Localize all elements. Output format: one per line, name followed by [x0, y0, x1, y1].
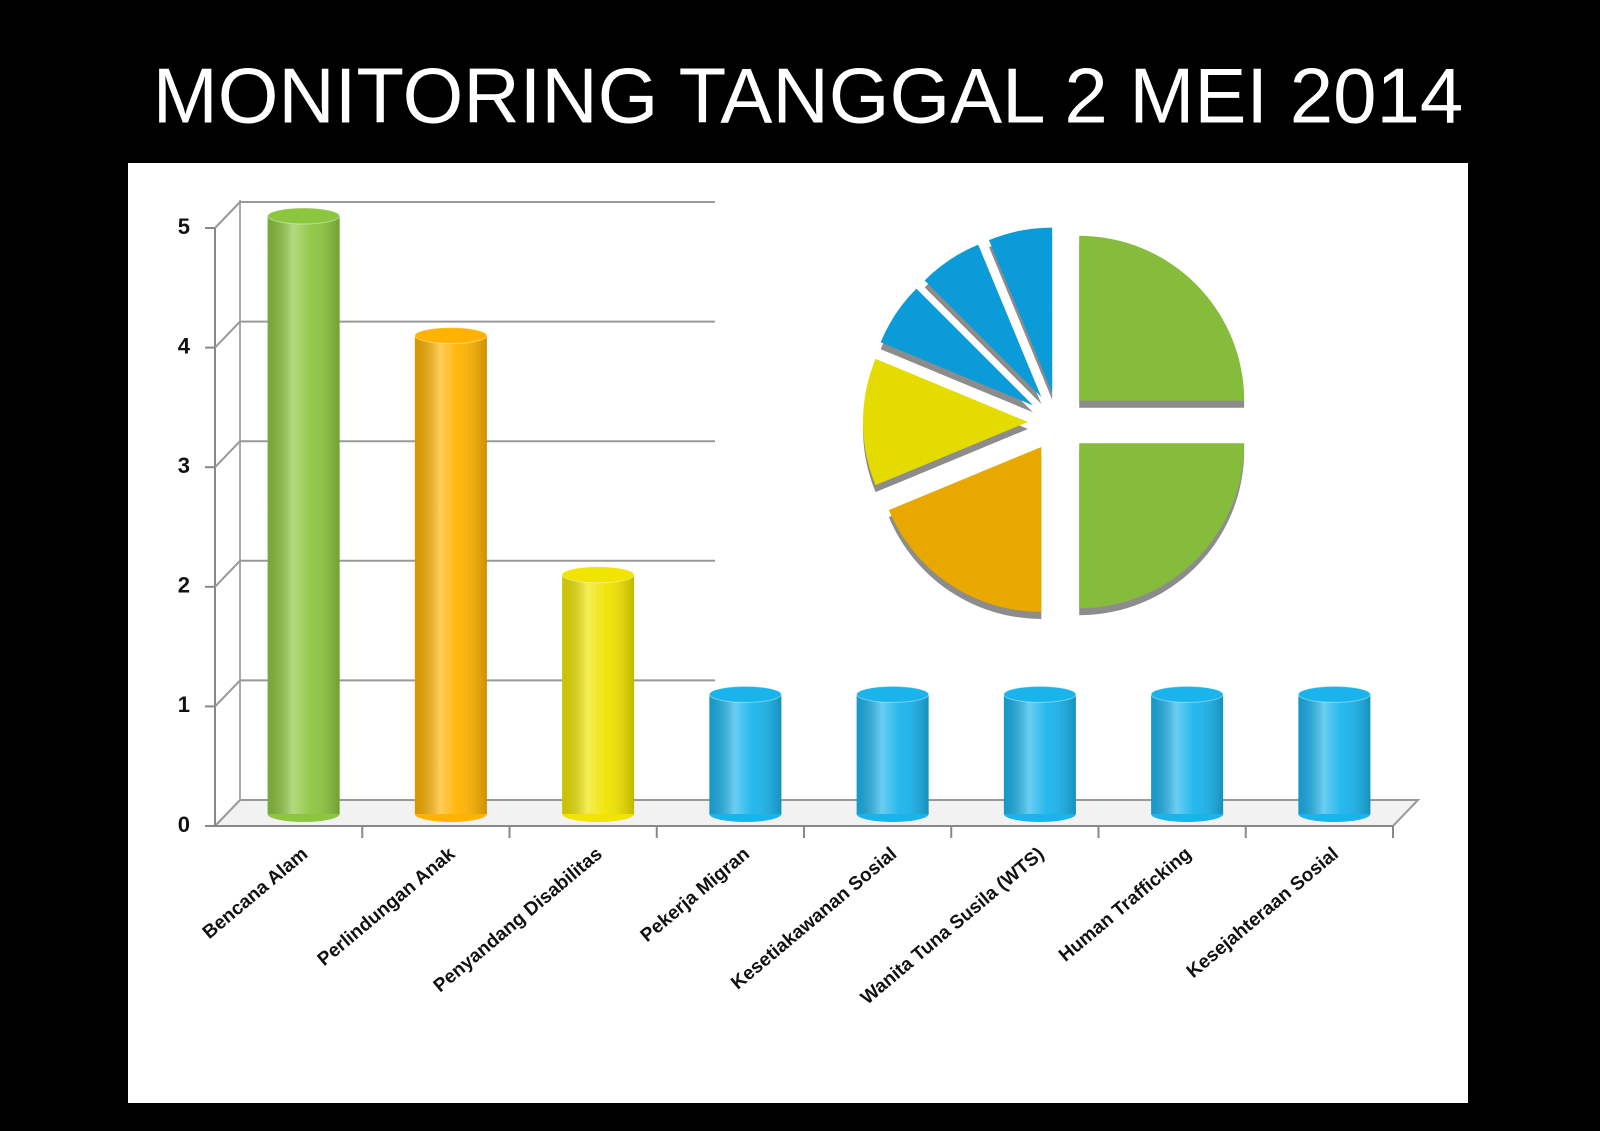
bar-shine	[267, 216, 340, 814]
grid-line	[214, 320, 241, 349]
bar-shine	[709, 694, 782, 814]
bar-shine	[856, 694, 929, 814]
chart-panel	[128, 163, 1468, 1103]
bar	[708, 685, 782, 822]
y-tick-label: 1	[178, 692, 190, 717]
bar-top	[1297, 685, 1371, 703]
pie-slice	[989, 227, 1053, 393]
y-tick-label: 4	[178, 333, 191, 358]
grid-line	[214, 201, 241, 229]
bar-top	[708, 685, 782, 703]
bar-shine	[1151, 694, 1224, 814]
bar-shine	[414, 335, 487, 814]
grid-line	[214, 679, 241, 708]
grid-line	[214, 560, 241, 588]
y-tick-label: 5	[178, 214, 190, 239]
slide-title: MONITORING TANGGAL 2 MEI 2014	[153, 52, 1463, 140]
pie-slice	[880, 288, 1034, 406]
pie-slice	[888, 446, 1042, 612]
y-tick-label: 3	[178, 453, 190, 478]
bar	[1003, 685, 1077, 822]
bar-top	[267, 207, 341, 225]
pie-slice	[863, 358, 1028, 486]
bar	[1297, 685, 1371, 822]
pie-slice	[1079, 443, 1245, 609]
bar-shine	[1298, 694, 1371, 814]
pie-slice	[924, 244, 1042, 398]
pie-slice	[1079, 235, 1245, 401]
bar-top	[414, 327, 488, 345]
bar-top	[1150, 685, 1224, 703]
bar-shine	[562, 574, 635, 814]
grid-line	[214, 440, 241, 468]
floor	[212, 799, 1421, 827]
bar	[561, 566, 635, 822]
bar-shine	[1003, 694, 1076, 814]
y-tick-label: 0	[178, 812, 190, 837]
bar	[414, 327, 488, 822]
bar-top	[856, 685, 930, 703]
bar-top	[1003, 685, 1077, 703]
bar	[267, 207, 341, 822]
y-tick-label: 2	[178, 573, 190, 598]
bar	[1150, 685, 1224, 822]
bar	[856, 685, 930, 822]
bar-top	[561, 566, 635, 584]
